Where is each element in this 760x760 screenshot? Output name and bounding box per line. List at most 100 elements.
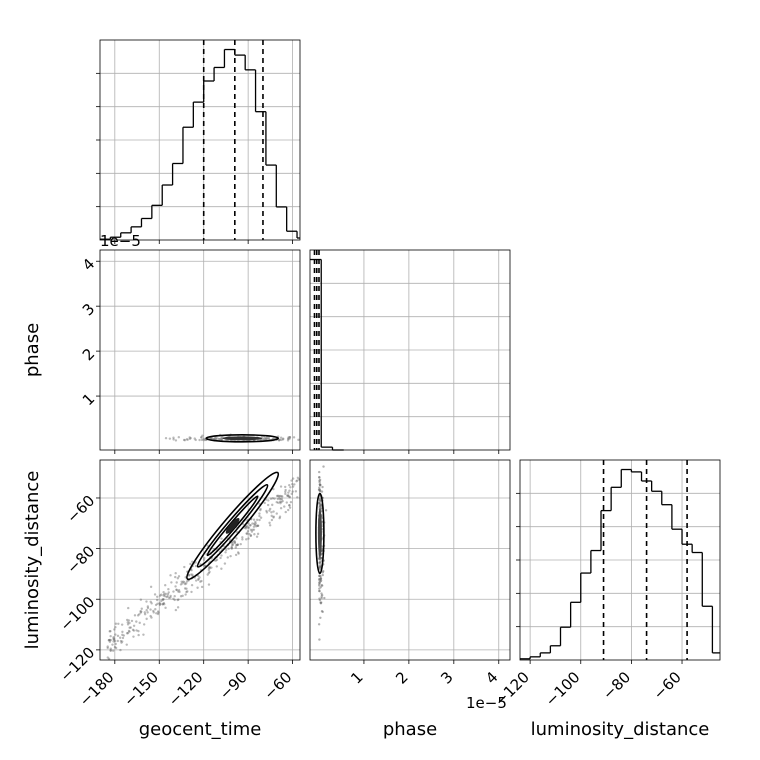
sample-point: [174, 608, 178, 612]
sample-point: [140, 610, 143, 613]
sample-point: [170, 581, 173, 584]
sample-point: [132, 629, 136, 632]
sample-point: [107, 638, 111, 642]
y-tick-label: 2: [79, 345, 98, 364]
sample-point: [318, 577, 322, 581]
sample-point: [201, 434, 204, 437]
sample-point: [182, 580, 185, 583]
sample-point: [156, 602, 159, 606]
sample-point: [237, 552, 240, 555]
sample-point: [272, 487, 275, 491]
sample-point: [183, 565, 186, 569]
sample-point: [199, 580, 202, 583]
sample-point: [146, 606, 150, 610]
sample-point: [231, 543, 235, 546]
sample-point: [174, 571, 177, 575]
sample-point: [185, 590, 188, 594]
sample-point: [114, 646, 118, 650]
sample-point: [323, 596, 326, 600]
sample-point: [214, 559, 217, 562]
sample-point: [245, 538, 248, 541]
sample-point: [279, 485, 283, 488]
sample-point: [256, 524, 260, 527]
sample-point: [163, 602, 166, 606]
sample-point: [241, 538, 244, 541]
sample-point: [256, 532, 260, 536]
sample-point: [253, 533, 256, 536]
sample-point: [288, 504, 291, 507]
sample-point: [318, 561, 322, 565]
sample-point: [133, 614, 137, 617]
sample-point: [268, 524, 272, 527]
sample-point: [139, 598, 143, 601]
sample-point: [156, 610, 160, 613]
sample-point: [287, 491, 290, 494]
sample-point: [127, 629, 131, 633]
sample-point: [233, 540, 237, 544]
sample-point: [126, 621, 129, 624]
sample-point: [159, 594, 162, 597]
sample-point: [268, 507, 272, 511]
sample-point: [259, 507, 262, 511]
sample-point: [109, 629, 112, 633]
sample-point: [268, 521, 271, 525]
sample-point: [109, 649, 112, 652]
sample-point: [229, 554, 232, 558]
sample-point: [179, 583, 183, 586]
x-tick-label: 4: [482, 668, 501, 687]
sample-point: [107, 657, 111, 661]
x-tick-label: 1: [347, 668, 366, 687]
sample-point: [191, 573, 194, 576]
sample-point: [121, 630, 124, 634]
sample-point: [263, 501, 266, 505]
sample-point: [137, 629, 140, 633]
sample-point: [231, 542, 234, 545]
sample-point: [291, 482, 294, 486]
sample-point: [229, 538, 232, 541]
sample-point: [255, 535, 259, 538]
sample-point: [279, 436, 283, 439]
sample-point: [288, 506, 292, 509]
sample-point: [281, 495, 284, 498]
sample-point: [106, 646, 109, 650]
sample-point: [113, 637, 116, 641]
sample-point: [202, 558, 206, 562]
sample-point: [174, 439, 178, 442]
sample-point: [321, 571, 325, 574]
sample-point: [241, 536, 244, 539]
sample-point: [296, 496, 299, 499]
sample-point: [245, 524, 248, 528]
panel-frame: [519, 459, 721, 661]
sample-point: [120, 641, 123, 644]
sample-point: [215, 565, 219, 568]
y-axis-title-luminosity-distance: luminosity_distance: [22, 471, 43, 650]
sample-point: [108, 630, 111, 633]
sample-point: [140, 607, 143, 610]
x-axis-title-phase: phase: [383, 719, 437, 740]
sample-point: [126, 631, 130, 635]
sample-point: [271, 497, 275, 500]
phase-vs-geocent-time-panel: [96, 249, 301, 454]
density-contour: [186, 471, 280, 581]
sample-point: [157, 611, 160, 614]
sample-point: [288, 496, 291, 499]
sample-point: [230, 546, 233, 550]
sample-point: [121, 633, 124, 637]
sample-point: [288, 495, 291, 499]
sample-point: [162, 597, 165, 601]
sample-point: [121, 636, 125, 640]
sample-point: [270, 511, 273, 514]
sample-point: [138, 613, 141, 616]
sample-point: [286, 439, 290, 442]
sample-point: [114, 622, 118, 625]
sample-point: [321, 573, 324, 577]
sample-point: [208, 570, 211, 574]
sample-point: [270, 518, 274, 522]
sample-point: [321, 485, 324, 489]
sample-point: [119, 648, 122, 652]
sample-point: [117, 622, 120, 625]
tick-labels: −180 −150 −120 −90 −60 1 2 3 4−120 −100 −80 −601234…: [57, 255, 685, 710]
sample-point: [127, 606, 130, 610]
phase-x-offset-label: 1e−5: [466, 694, 507, 712]
